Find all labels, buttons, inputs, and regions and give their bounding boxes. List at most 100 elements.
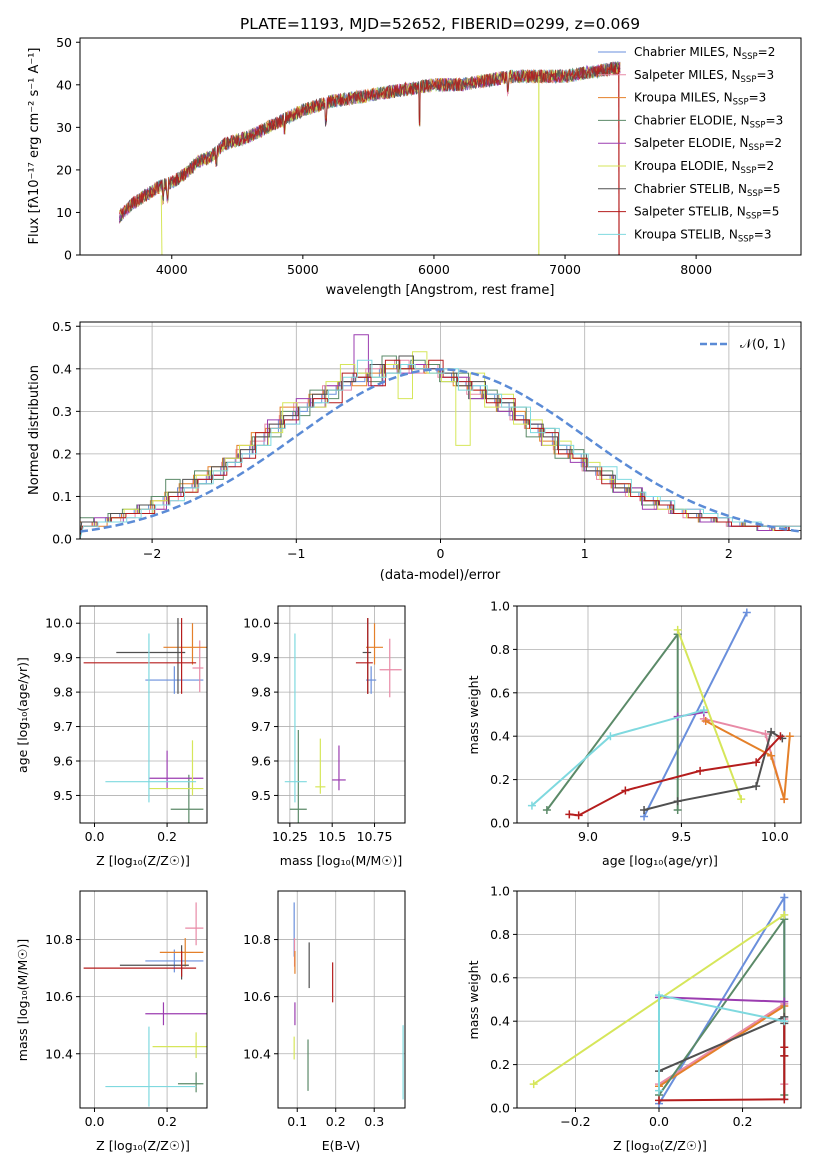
weight-vs-metallicity-panel: −0.2 0.0 0.2 0.0 0.2 0.4 0.6 0.8 1.0 [490,884,802,1129]
weight-marker [640,805,649,814]
xtick-label: 10.5 [318,829,346,844]
histogram-ytick-label: 0.5 [52,319,72,334]
weight-vs-age-panel: 9.0 9.5 10.0 0.0 0.2 0.4 0.6 0.8 1.0 [490,599,802,844]
ytick-label: 0.0 [490,1101,510,1116]
ytick-label: 10.0 [243,616,271,631]
weight-marker [752,782,761,791]
spectrum-ytick-label: 50 [56,35,72,50]
ytick-label: 0.0 [490,816,510,831]
ytick-label: 10.8 [45,932,73,947]
gaussian-curve [80,368,801,533]
legend-entry: Salpeter STELIB, NSSP=5 [634,205,779,222]
ytick-label: 9.8 [53,685,73,700]
histogram-series [80,355,801,539]
weight-marker [655,1096,663,1105]
legend-entry: Salpeter MILES, NSSP=3 [634,68,774,85]
weight-marker [673,797,682,806]
weight-marker [542,805,551,814]
ytick-label: 1.0 [490,884,510,899]
weight-marker [606,732,615,741]
age-vs-mass-xlabel: mass [log₁₀(M/M☉)] [280,853,402,868]
spectrum-ytick-label: 10 [56,205,72,220]
histogram-ytick-label: 0.3 [52,404,72,419]
marks [527,608,794,821]
histogram-xtick-label: −2 [143,546,161,561]
figure-title: PLATE=1193, MJD=52652, FIBERID=0299, z=0… [240,15,640,33]
ytick-label: 1.0 [490,599,510,614]
ytick-label: 9.9 [251,650,271,665]
xtick-label: 0.0 [649,1114,669,1129]
ytick-label: 0.2 [490,1057,510,1072]
weight-marker [780,910,789,919]
marks [529,893,789,1108]
histogram-ylabel: Normed distribution [27,365,42,495]
weight-marker [780,893,789,902]
weight-marker [761,730,770,739]
spectrum-ytick-label: 20 [56,162,72,177]
ytick-label: 10.6 [45,989,73,1004]
weight-marker [699,706,708,715]
weight-marker [742,608,751,617]
histogram-series [80,359,801,539]
legend-entry: Chabrier STELIB, NSSP=5 [634,182,781,199]
weight-marker [737,795,746,804]
weight-line [676,629,743,800]
spectrum-ylabel: Flux [fλ10⁻¹⁷ erg cm⁻² s⁻¹ A⁻¹] [27,48,42,245]
histogram-ytick-label: 0.1 [52,489,72,504]
ytick-label: 9.6 [53,754,73,769]
ytick-label: 9.7 [251,719,271,734]
age-vs-metallicity-xlabel: Z [log₁₀(Z/Z☉)] [96,853,190,868]
weight-ylabel-bottom: mass weight [466,960,481,1039]
marks [284,618,402,823]
spectrum-line [118,62,621,218]
xtick-label: 9.0 [578,829,598,844]
weight-marker [621,786,630,795]
spectrum-xtick-label: 6000 [418,262,450,277]
weight-marker [574,811,583,820]
weight-marker [655,991,663,1000]
ytick-label: 10.8 [243,932,271,947]
marks [83,618,207,823]
legend-entry: Chabrier ELODIE, NSSP=3 [634,113,783,130]
weight-line [705,720,791,800]
histogram-xtick-label: 1 [581,546,589,561]
legend-entry: Kroupa STELIB, NSSP=3 [634,227,772,244]
marks [83,902,207,1107]
gaussian-legend-label: 𝒩(0, 1) [740,336,786,351]
weight-vs-age-xlabel: age [log₁₀(age/yr)] [602,853,718,868]
xtick-label: 0.0 [85,829,105,844]
weight-marker [696,766,705,775]
xtick-label: 10.75 [357,829,393,844]
weight-vs-metallicity-xlabel: Z [log₁₀(Z/Z☉)] [613,1138,707,1153]
axes-frame [79,605,208,824]
spectrum-xtick-label: 5000 [287,262,319,277]
weight-marker [527,801,536,810]
legend-entry: Salpeter ELODIE, NSSP=2 [634,136,782,153]
axes-frame [277,605,406,824]
histogram-ytick-label: 0.4 [52,361,72,376]
ytick-label: 0.8 [490,642,510,657]
weight-marker [701,717,710,726]
spectrum-ytick-label: 0 [64,248,72,263]
ytick-label: 0.6 [490,970,510,985]
ytick-label: 0.4 [490,729,510,744]
spectrum-panel: 4000 5000 6000 7000 8000 0 10 20 30 40 50 Chabrier… [27,35,802,298]
histogram-ytick-label: 0.0 [52,532,72,547]
histogram-xtick-label: 2 [725,546,733,561]
spectrum-xtick-label: 8000 [680,262,712,277]
spectrum-axes-frame [79,37,802,256]
ytick-label: 0.8 [490,927,510,942]
xtick-label: 0.3 [364,1114,384,1129]
weight-marker [529,1080,538,1089]
weight-marker [780,997,789,1006]
histogram-xtick-label: −1 [287,546,305,561]
legend-entry: Kroupa ELODIE, NSSP=2 [634,159,774,176]
spectrum-xlabel: wavelength [Angstrom, rest frame] [326,283,555,298]
ytick-label: 9.7 [53,719,73,734]
ytick-label: 9.5 [53,788,73,803]
spectrum-legend: Chabrier MILES, NSSP=2 Salpeter MILES, NS… [598,45,783,244]
xtick-label: 0.2 [733,1114,753,1129]
ytick-label: 0.2 [490,772,510,787]
spectrum-xtick-label: 7000 [549,262,581,277]
histogram-legend: 𝒩(0, 1) [700,336,786,351]
